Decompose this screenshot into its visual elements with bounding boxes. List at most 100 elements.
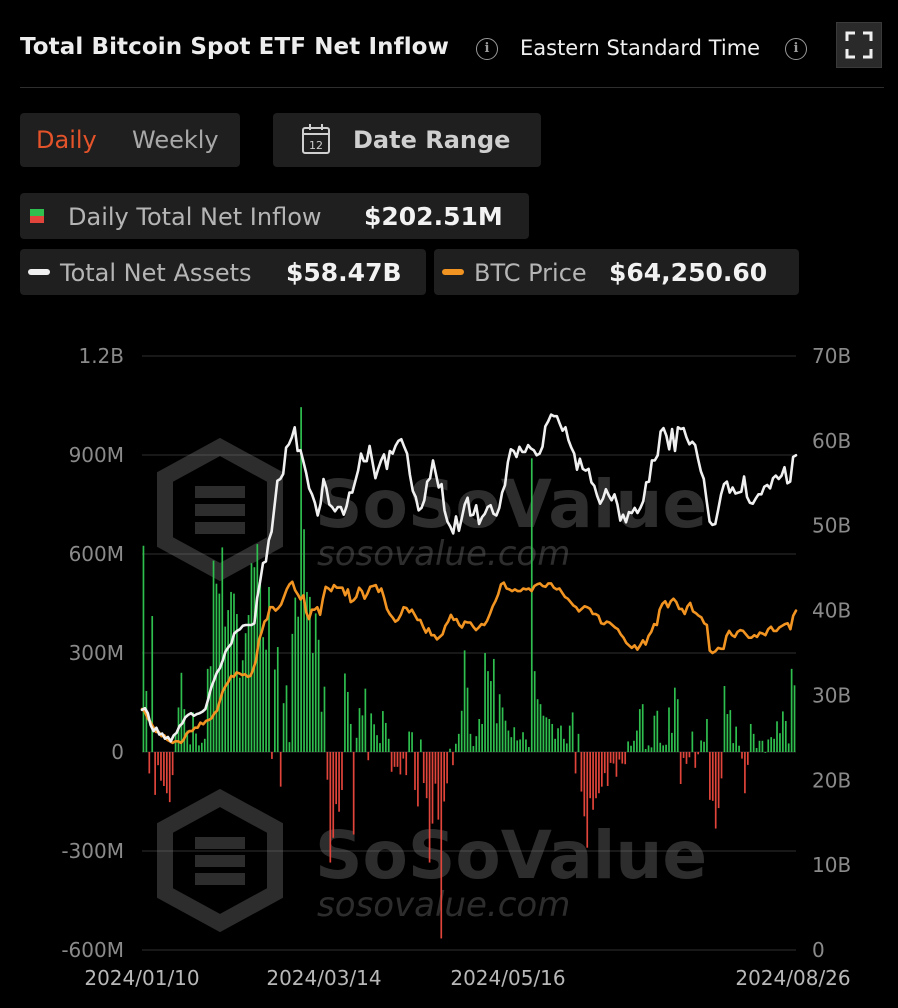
inflow-bar <box>571 712 574 752</box>
inflow-bars <box>142 407 796 939</box>
header-divider <box>20 87 884 88</box>
inflow-bar <box>209 666 212 752</box>
inflow-bar <box>379 743 381 752</box>
inflow-bar <box>671 732 673 752</box>
assets-value: $58.47B <box>286 258 402 287</box>
legend-inflow[interactable]: Daily Total Net Inflow $202.51M <box>20 193 529 239</box>
inflow-bar <box>706 719 708 752</box>
weekly-tab[interactable]: Weekly <box>132 126 219 154</box>
y-right-tick: 30B <box>812 683 851 707</box>
inflow-bar <box>787 743 790 752</box>
inflow-bar <box>370 713 373 752</box>
inflow-bar <box>685 752 688 764</box>
inflow-bar <box>618 752 621 760</box>
inflow-bar <box>563 738 565 752</box>
legend-price[interactable]: BTC Price $64,250.60 <box>434 249 799 295</box>
inflow-bar <box>630 745 632 752</box>
inflow-bar <box>311 653 314 752</box>
inflow-bar <box>688 752 691 758</box>
inflow-bar <box>656 710 659 752</box>
inflow-bar <box>551 723 554 752</box>
inflow-bar <box>236 614 238 752</box>
inflow-bar <box>533 671 536 752</box>
inflow-bar <box>309 596 311 752</box>
x-tick: 2024/03/14 <box>266 966 381 990</box>
inflow-bar <box>332 752 335 838</box>
inflow-bar <box>510 737 513 752</box>
watermark-brand: SoSoValue <box>315 817 707 894</box>
timezone-label[interactable]: Eastern Standard Time <box>520 36 761 60</box>
inflow-bar <box>203 738 206 752</box>
inflow-bar <box>212 560 215 752</box>
inflow-bar <box>180 672 183 752</box>
inflow-bar <box>189 744 192 752</box>
inflow-bar <box>536 699 539 752</box>
timezone-info-icon[interactable]: i <box>785 38 807 60</box>
inflow-bar <box>662 745 665 752</box>
inflow-bar <box>504 720 507 752</box>
inflow-bar <box>247 615 250 752</box>
inflow-bar <box>291 633 294 752</box>
y-left-tick: 1.2B <box>78 344 124 368</box>
inflow-bar <box>647 745 650 752</box>
daily-tab[interactable]: Daily <box>36 126 97 154</box>
inflow-bar <box>478 719 481 752</box>
inflow-bar <box>793 685 796 752</box>
watermark-brand: SoSoValue <box>315 466 707 543</box>
date-range-label: Date Range <box>353 126 511 154</box>
inflow-bar <box>148 752 151 774</box>
inflow-bar <box>262 637 265 752</box>
inflow-swatch <box>30 209 44 223</box>
inflow-bar <box>758 740 761 752</box>
inflow-bar <box>633 740 635 752</box>
x-tick: 2024/05/16 <box>450 966 565 990</box>
inflow-bar <box>297 616 300 752</box>
inflow-bar <box>600 752 603 787</box>
inflow-bar <box>764 752 767 753</box>
inflow-bar <box>171 752 174 776</box>
inflow-bar <box>755 748 758 752</box>
inflow-bar <box>709 752 711 800</box>
inflow-bar <box>192 712 194 752</box>
inflow-bar <box>627 741 629 752</box>
watermark-logo-icon <box>157 437 283 582</box>
title-info-icon[interactable]: i <box>476 38 498 60</box>
inflow-bar <box>726 714 729 752</box>
inflow-bar <box>352 752 355 835</box>
y-right-tick: 50B <box>812 514 851 538</box>
inflow-bar <box>697 752 700 755</box>
price-value: $64,250.60 <box>609 258 768 287</box>
inflow-bar <box>405 752 408 776</box>
inflow-bar <box>408 731 410 752</box>
inflow-bar <box>638 709 641 752</box>
inflow-bar <box>557 728 559 752</box>
fullscreen-button[interactable] <box>836 22 882 68</box>
inflow-bar <box>157 752 159 766</box>
inflow-bar <box>206 668 209 752</box>
y-left-tick: -300M <box>61 839 124 863</box>
price-label: BTC Price <box>474 259 587 287</box>
watermark-logo-icon <box>157 788 283 933</box>
inflow-bar <box>522 732 524 752</box>
inflow-bar <box>528 747 530 752</box>
inflow-bar <box>495 723 498 752</box>
inflow-bar <box>411 732 413 752</box>
inflow-bar <box>691 731 694 752</box>
inflow-bar <box>145 690 148 752</box>
inflow-bar <box>595 752 597 799</box>
price-swatch <box>442 269 464 275</box>
inflow-bar <box>233 593 235 752</box>
inflow-bar <box>641 704 644 752</box>
inflow-bar <box>314 613 317 752</box>
inflow-bar <box>443 752 446 802</box>
inflow-bar <box>790 668 793 752</box>
legend-assets[interactable]: Total Net Assets $58.47B <box>20 249 426 295</box>
date-range-button[interactable]: 12 Date Range <box>273 113 541 167</box>
inflow-bar <box>598 752 600 794</box>
inflow-bar <box>425 752 428 799</box>
inflow-bar <box>428 752 431 863</box>
y-left-tick: 600M <box>69 542 124 566</box>
inflow-bar <box>355 737 358 752</box>
watermark-url: sosovalue.com <box>317 885 570 925</box>
